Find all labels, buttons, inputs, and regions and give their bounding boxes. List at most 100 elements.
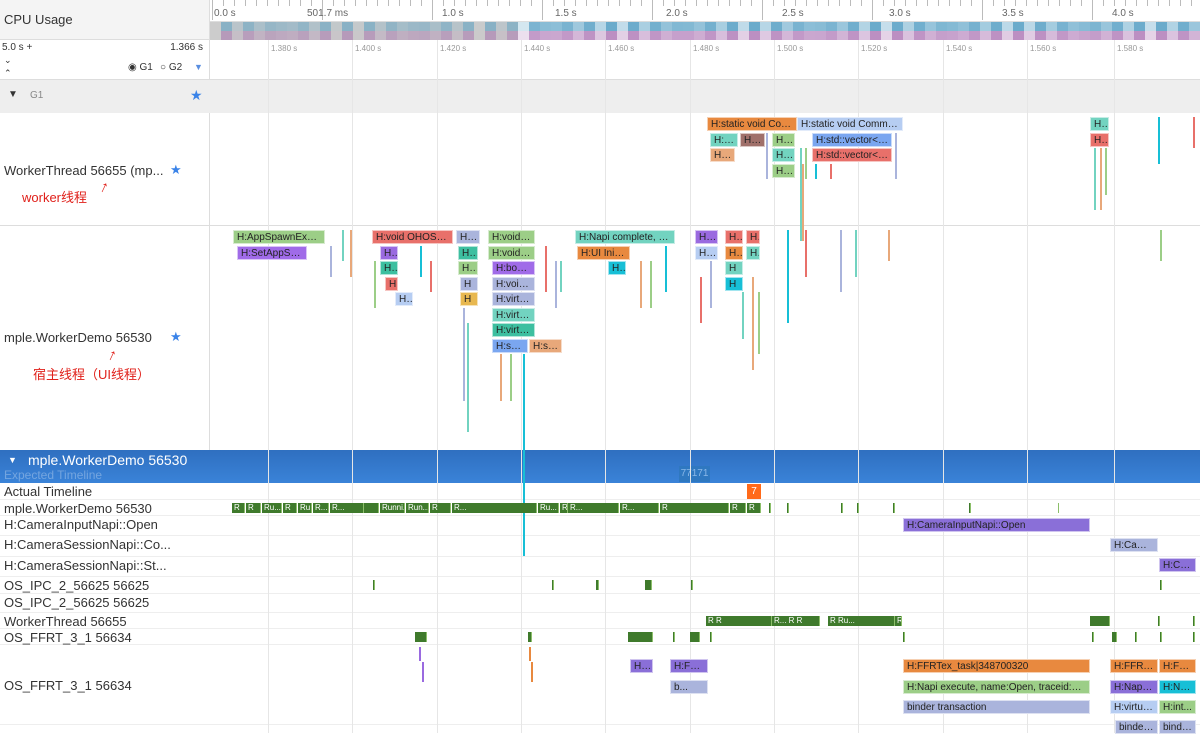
thread-state-running[interactable] — [552, 580, 554, 590]
trace-slice[interactable]: H:int... — [1159, 699, 1196, 714]
process-thread-row[interactable]: H:CameraInputNapi::Open — [0, 516, 1200, 536]
trace-sliver[interactable] — [422, 662, 424, 682]
trace-sliver[interactable] — [430, 261, 432, 292]
thread-state-running[interactable] — [596, 580, 599, 590]
trace-sliver[interactable] — [758, 292, 760, 354]
trace-slice[interactable]: H:Napi complete, name... — [575, 230, 675, 244]
trace-sliver[interactable] — [342, 230, 344, 261]
thread-state-running[interactable]: Ru... — [298, 503, 312, 513]
trace-sliver[interactable] — [1105, 148, 1107, 195]
trace-slice[interactable]: H:static void Com... — [707, 117, 797, 131]
trace-slice[interactable]: H:FFRTex... — [1110, 659, 1158, 674]
star-icon[interactable]: ★ — [190, 87, 203, 103]
trace-sliver[interactable] — [463, 307, 465, 401]
thread-state-running[interactable]: Run... — [406, 503, 429, 513]
trace-slice[interactable]: H:void OHOS::App... — [372, 230, 453, 244]
trace-slice[interactable]: H — [460, 292, 478, 306]
trace-sliver[interactable] — [895, 132, 897, 179]
trace-sliver[interactable] — [888, 230, 890, 261]
trace-sliver[interactable] — [500, 354, 502, 401]
trace-slice[interactable]: H:AppSpawnExecut... — [233, 230, 325, 244]
process-header[interactable]: Expected Timeline ▼ mple.WorkerDemo 5653… — [0, 450, 1200, 483]
main-thread-track[interactable]: mple.WorkerDemo 56530 ★ 宿主线程（UI线程） ↑ H:A… — [0, 226, 1200, 556]
thread-state-running[interactable] — [362, 503, 364, 513]
thread-state-running[interactable] — [1090, 616, 1110, 626]
star-icon[interactable]: ★ — [170, 329, 182, 344]
collapse-all-icon[interactable]: ⌃ — [4, 68, 12, 78]
trace-sliver[interactable] — [800, 148, 802, 241]
worker-thread-track[interactable]: WorkerThread 56655 (mp... ★ worker线程 ↑ H… — [0, 113, 1200, 241]
trace-sliver[interactable] — [710, 261, 712, 308]
trace-slice[interactable]: H:Camera... — [1110, 538, 1158, 553]
collapse-caret-icon[interactable]: ▼ — [8, 89, 18, 100]
trace-sliver[interactable] — [531, 662, 533, 682]
trace-slice[interactable]: H:... — [695, 230, 718, 244]
trace-sliver[interactable] — [1094, 148, 1096, 210]
trace-slice[interactable]: H:FFRTex_task|348700320 — [903, 659, 1090, 674]
thread-state-running[interactable] — [645, 580, 652, 590]
trace-sliver[interactable] — [802, 163, 804, 241]
group-g2-radio[interactable]: ○ G2 — [160, 62, 183, 73]
thread-state-running[interactable] — [857, 503, 859, 513]
group-row-g1[interactable]: ▼ G1 ★ — [0, 80, 1200, 113]
trace-sliver[interactable] — [766, 132, 768, 179]
group-dropdown-icon[interactable]: ▼ — [194, 62, 203, 72]
trace-sliver[interactable] — [1193, 117, 1195, 148]
thread-state-running[interactable] — [769, 503, 771, 513]
trace-slice[interactable]: H:Cam... — [1159, 558, 1196, 573]
thread-state-running[interactable]: R — [246, 503, 261, 513]
expected-frame-badge[interactable]: 77171 — [679, 466, 710, 482]
actual-frame-badge[interactable]: 7 — [747, 484, 761, 499]
trace-slice[interactable]: H:void OHOS:... — [492, 276, 535, 291]
thread-state-running[interactable]: R — [232, 503, 245, 513]
thread-state-running[interactable]: R... — [330, 503, 379, 513]
trace-slice[interactable]: H:virtual voi... — [492, 292, 535, 306]
trace-slice[interactable]: H:sta... — [380, 245, 398, 260]
trace-sliver[interactable] — [529, 647, 531, 661]
thread-state-running[interactable] — [528, 632, 532, 642]
thread-state-running[interactable] — [1160, 580, 1162, 590]
trace-slice[interactable]: H:bool OHOS:... — [492, 261, 535, 275]
trace-slice[interactable]: H — [725, 276, 743, 291]
trace-sliver[interactable] — [1160, 230, 1162, 261]
thread-state-running[interactable]: R Ru... — [828, 616, 895, 626]
thread-state-running[interactable]: R... — [452, 503, 537, 513]
trace-slice[interactable]: H:FFR... — [670, 659, 708, 674]
trace-slice[interactable]: H:v... — [456, 230, 480, 244]
thread-state-running[interactable] — [1092, 632, 1094, 642]
trace-slice[interactable]: H... — [608, 261, 626, 275]
trace-slice[interactable]: H:... — [740, 132, 765, 147]
trace-slice[interactable]: H:Nap... — [1159, 679, 1196, 694]
trace-sliver[interactable] — [840, 230, 842, 292]
trace-sliver[interactable] — [742, 292, 744, 339]
trace-slice[interactable]: H:sc... — [529, 338, 562, 353]
thread-state-running[interactable] — [1112, 632, 1117, 642]
trace-slice[interactable]: binder... — [1115, 720, 1158, 734]
process-thread-row[interactable]: OS_IPC_2_56625 56625 — [0, 594, 1200, 613]
thread-state-running[interactable] — [1193, 616, 1195, 626]
collapse-caret-icon[interactable]: ▼ — [8, 455, 17, 465]
thread-state-running[interactable]: R — [283, 503, 297, 513]
trace-slice[interactable]: H:UI Initialize:Wo... — [577, 245, 630, 260]
trace-slice[interactable]: H:E... — [710, 132, 738, 147]
trace-slice[interactable]: H:sce... — [492, 338, 528, 353]
thread-state-running[interactable]: R — [660, 503, 729, 513]
thread-state-running[interactable]: Ru... — [538, 503, 559, 513]
trace-sliver[interactable] — [640, 261, 642, 308]
trace-slice[interactable]: H... — [395, 292, 413, 306]
process-thread-row[interactable]: mple.WorkerDemo 56530 — [0, 500, 1200, 516]
thread-state-running[interactable]: R — [560, 503, 568, 513]
thread-state-running[interactable] — [893, 503, 895, 513]
trace-slice[interactable]: H... — [458, 245, 478, 260]
thread-state-running[interactable] — [690, 632, 700, 642]
trace-sliver[interactable] — [787, 230, 789, 323]
trace-slice[interactable]: H:... — [772, 148, 795, 162]
trace-sliver[interactable] — [700, 276, 702, 323]
cpu-usage-heatmap[interactable] — [210, 22, 1200, 40]
thread-state-running[interactable] — [969, 503, 971, 513]
trace-slice[interactable]: binder transaction — [903, 699, 1090, 714]
thread-state-running[interactable]: Runni... — [380, 503, 405, 513]
trace-slice[interactable]: H... — [385, 276, 398, 291]
thread-state-running[interactable] — [1193, 632, 1195, 642]
expand-all-icon[interactable]: ⌄ — [4, 55, 12, 65]
